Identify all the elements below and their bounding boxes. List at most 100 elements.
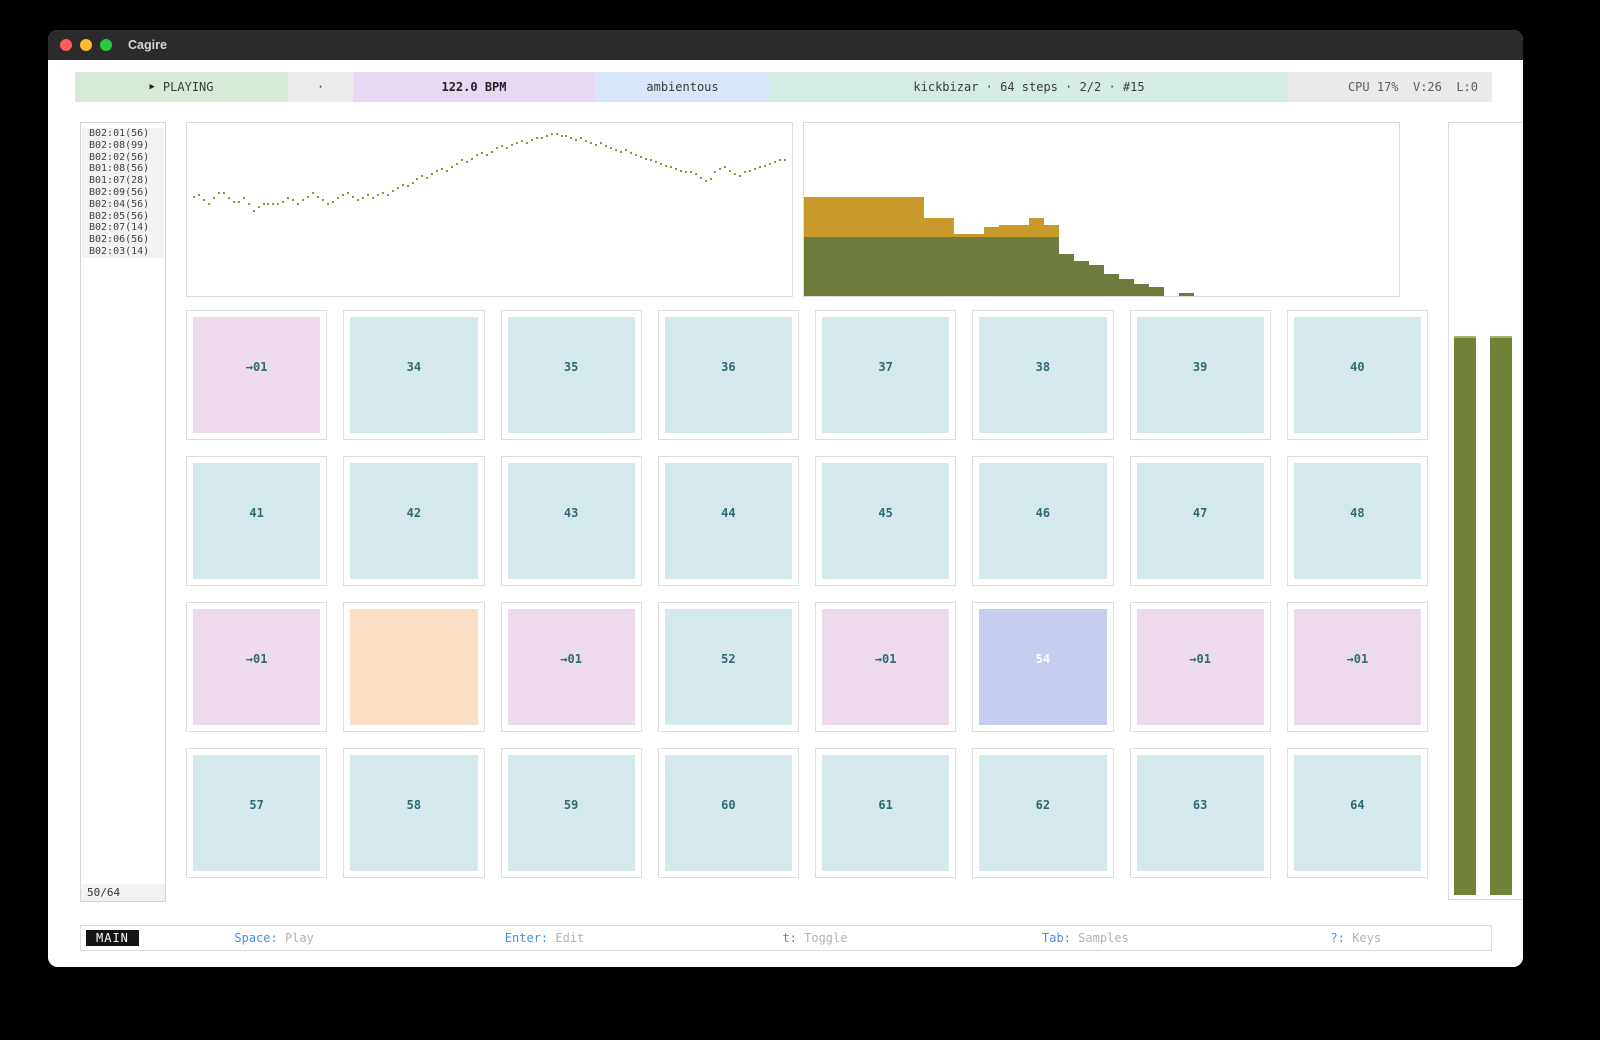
pad[interactable]: 38 [972, 310, 1114, 440]
pad[interactable]: 48 [1286, 456, 1428, 586]
waveform-dot [684, 171, 687, 174]
pad[interactable]: →01 [1129, 602, 1271, 732]
waveform-dot [197, 193, 200, 196]
waveform-dot [466, 161, 469, 164]
histogram-bar [1074, 123, 1089, 296]
waveform-dot [396, 187, 399, 189]
waveform-dot [530, 138, 533, 141]
sample-list-item[interactable]: B02:01(56) [82, 128, 164, 140]
play-icon: ▶ [149, 82, 155, 92]
waveform-dot [366, 193, 369, 196]
waveform-dot [595, 143, 598, 146]
sample-list: B02:01(56) B02:08(99) B02:02(56) B01:08(56)… [81, 123, 165, 258]
key-hint: t: Toggle [680, 931, 950, 945]
waveform-dot [282, 200, 285, 203]
level-meter-panel [1448, 122, 1523, 900]
waveform-dot [351, 195, 354, 198]
histogram-bar [1104, 123, 1119, 296]
sample-list-item[interactable]: B02:09(56) [82, 186, 164, 199]
key-hint-key: t: [782, 931, 797, 945]
histogram-bar [1164, 123, 1179, 296]
waveform-dot [481, 152, 484, 155]
sample-list-item[interactable]: B01:07(28) [82, 175, 164, 187]
histogram-bar [1044, 123, 1059, 296]
pad-fill: 57 [193, 755, 321, 871]
sample-list-item[interactable]: B02:08(99) [82, 139, 164, 152]
waveform-dot [635, 154, 637, 157]
pad[interactable]: →01 [1286, 602, 1428, 732]
waveform-dot [456, 162, 459, 165]
histogram-bar [819, 123, 834, 296]
sample-list-item[interactable]: B02:03(14) [82, 245, 164, 258]
pad[interactable]: 57 [186, 748, 328, 878]
pad[interactable]: 39 [1129, 310, 1271, 440]
titlebar[interactable]: Cagire [48, 30, 1523, 60]
transport-status[interactable]: ▶ PLAYING [75, 72, 288, 102]
waveform-dot [307, 195, 310, 198]
pad[interactable]: 42 [343, 456, 485, 586]
app-window: Cagire ▶ PLAYING · 122.0 BPM ambientous [48, 30, 1523, 967]
key-hint-key: Space: [234, 931, 278, 945]
pad-fill: 34 [350, 317, 478, 433]
waveform-dot [654, 161, 657, 164]
waveform-dot [257, 206, 260, 209]
sample-list-item[interactable]: B02:02(56) [82, 151, 164, 164]
pad[interactable]: →01 [815, 602, 957, 732]
waveform-dot [207, 202, 210, 205]
pad[interactable]: 44 [657, 456, 799, 586]
pad-label: 61 [878, 798, 893, 812]
close-window-button[interactable] [60, 39, 72, 51]
pad-fill: 64 [1293, 755, 1421, 871]
pad[interactable]: 45 [815, 456, 957, 586]
pad[interactable]: 41 [186, 456, 328, 586]
waveform-dot [490, 150, 493, 153]
waveform-dot [436, 169, 439, 172]
pad[interactable]: 37 [815, 310, 957, 440]
pad[interactable]: →01 [186, 310, 328, 440]
waveform-dot [694, 173, 697, 176]
waveform-dot [784, 159, 786, 162]
waveform-dot [570, 136, 573, 139]
waveform-dot [426, 176, 429, 179]
pad[interactable]: 40 [1286, 310, 1428, 440]
pad[interactable]: 58 [343, 748, 485, 878]
pad[interactable]: 43 [500, 456, 642, 586]
sample-list-item[interactable]: B02:07(14) [82, 222, 164, 235]
pad-label: 41 [249, 506, 264, 520]
pad-fill: 61 [822, 755, 950, 871]
waveform-dot [312, 192, 315, 195]
sample-list-item[interactable]: B02:05(56) [82, 210, 164, 223]
pad[interactable]: 46 [972, 456, 1114, 586]
pad[interactable]: 35 [500, 310, 642, 440]
pattern-info-text: kickbizar · 64 steps · 2/2 · #15 [913, 80, 1145, 94]
waveform-dot [337, 197, 340, 200]
pad[interactable]: 64 [1286, 748, 1428, 878]
pad[interactable]: 54 [972, 602, 1114, 732]
bpm-value: 122.0 BPM [441, 80, 507, 94]
zoom-window-button[interactable] [100, 39, 112, 51]
pad[interactable]: →01 [186, 602, 328, 732]
pad[interactable] [343, 602, 485, 732]
sample-list-item[interactable]: B02:06(56) [82, 234, 164, 246]
level-meter-bar [1454, 336, 1476, 895]
sample-list-item[interactable]: B01:08(56) [82, 163, 164, 176]
pad[interactable]: 63 [1129, 748, 1271, 878]
waveform-dot [287, 197, 290, 200]
minimize-window-button[interactable] [80, 39, 92, 51]
pad[interactable]: 60 [657, 748, 799, 878]
pad[interactable]: 47 [1129, 456, 1271, 586]
pad[interactable]: 34 [343, 310, 485, 440]
pad[interactable]: 62 [972, 748, 1114, 878]
pad[interactable]: 36 [657, 310, 799, 440]
pad-label: →01 [245, 360, 268, 374]
sample-list-item[interactable]: B02:04(56) [82, 198, 164, 211]
pad[interactable]: 59 [500, 748, 642, 878]
pad[interactable]: 61 [815, 748, 957, 878]
pad[interactable]: 52 [657, 602, 799, 732]
waveform-dot [525, 142, 528, 145]
waveform-dot [421, 174, 424, 177]
waveform-dot [252, 209, 255, 212]
pad[interactable]: →01 [500, 602, 642, 732]
waveform-dot [769, 162, 772, 165]
key-hint-desc: Samples [1070, 931, 1129, 945]
